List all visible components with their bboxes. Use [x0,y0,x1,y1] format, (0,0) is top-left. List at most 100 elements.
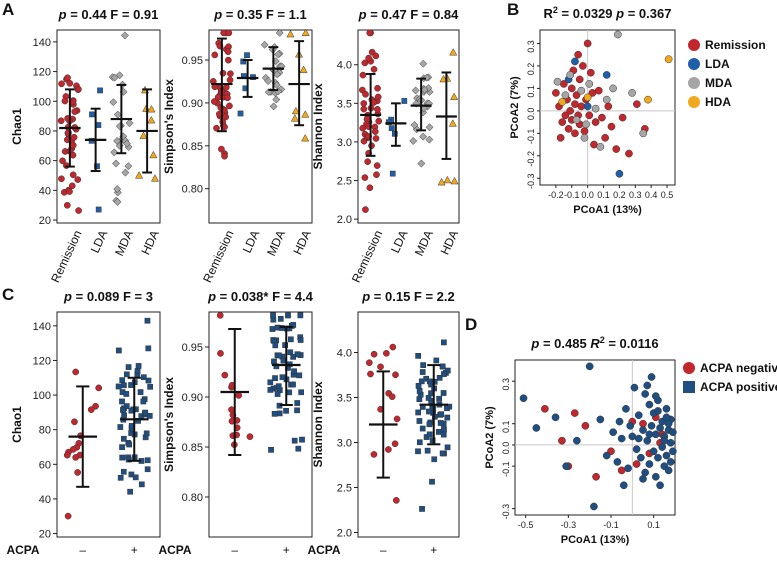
data-point [216,312,224,319]
data-point [75,85,82,93]
data-point [373,171,380,179]
data-point [301,133,310,142]
pcoa-point [558,118,567,126]
pcoa-point [572,116,581,124]
y-axis-label: Simpson's Index [162,377,176,472]
stat-part: R [544,6,554,21]
data-point [57,117,65,125]
data-point [89,111,95,118]
data-point [450,176,459,185]
data-point [246,433,254,441]
pcoa-point [654,453,662,462]
pcoa-point [651,392,660,400]
data-point [366,184,374,192]
data-point [72,454,80,461]
data-point [426,408,432,415]
data-point [444,444,451,451]
data-point [361,174,369,181]
pcoa-point [580,127,589,135]
data-point [119,444,125,450]
data-point [117,424,124,430]
pcoa-point [632,445,641,454]
pcoa-point [651,472,660,481]
data-point [267,379,274,386]
pcoa-point [592,472,600,481]
data-point [120,435,127,442]
stat-values: = 0.35 F = 1.1 [222,7,307,22]
y-tick-label: -0.1 [526,129,536,145]
x-tick-label: 0.4 [645,190,658,200]
data-point [392,371,399,379]
data-point [121,168,130,177]
y-tick-label: 0.1 [526,85,536,98]
plot-frame [539,29,676,186]
legend-label: ACPA positive [700,380,777,394]
y-tick-label: 0.0 [526,108,536,121]
data-point [279,374,286,381]
pcoa-point [618,113,627,122]
data-point [64,74,71,82]
data-point [280,357,287,364]
category-label: Remission [349,228,385,285]
data-point [113,110,122,119]
data-point [419,132,428,141]
data-point [224,56,232,64]
stat-p-symbol: p [207,289,216,304]
category-label: MDA [112,228,136,258]
pcoa-point [643,436,652,445]
category-label: LDA [88,228,111,255]
data-point [69,446,77,453]
data-point [94,163,100,170]
data-point [425,395,432,401]
data-point [277,315,284,322]
data-point [411,86,420,95]
category-label: LDA [240,228,263,255]
plot-frame [514,359,676,516]
data-point [391,440,399,448]
data-point [218,145,225,153]
data-point [419,425,426,432]
stat-line: p = 0.089 F = 3 [63,289,153,304]
y-tick-label: 0.90 [182,98,203,110]
data-point [74,176,82,183]
data-point [360,105,368,113]
data-point [71,108,79,115]
legend-swatch [688,96,700,108]
category-label: – [79,543,86,557]
y-tick-label: 120 [33,355,51,367]
data-point [69,141,77,149]
pcoa-point [641,468,649,477]
stat-part: = 0.0116 [605,336,659,351]
pcoa-point [632,460,641,468]
data-point [117,474,124,481]
y-tick-label: 0.95 [182,342,203,354]
pcoa-point [639,129,648,138]
data-point [385,119,392,126]
data-point [377,363,384,371]
data-point [290,114,299,122]
pcoa-point [660,436,669,445]
data-point [294,400,301,406]
y-tick-label: 20 [39,215,51,227]
data-point [147,104,156,113]
data-point [221,152,228,160]
y-tick-label: 0.3 [501,378,511,391]
data-point [97,87,103,94]
stat-values: = 0.038* F = 4.4 [216,289,314,304]
y-tick-label: 2.5 [337,176,352,188]
data-point [142,409,149,416]
data-point [211,51,219,59]
data-point [439,363,446,370]
data-point [127,488,133,495]
pcoa-point [583,102,592,111]
data-point [120,407,126,413]
legend-label: LDA [705,57,730,71]
data-point [295,445,302,452]
data-point [269,326,276,332]
data-point [429,437,436,444]
pcoa-point [566,71,575,79]
data-point [450,92,459,100]
data-point [360,100,368,107]
y-tick-label: 100 [33,390,51,402]
x-axis-title: ACPA [158,543,191,557]
